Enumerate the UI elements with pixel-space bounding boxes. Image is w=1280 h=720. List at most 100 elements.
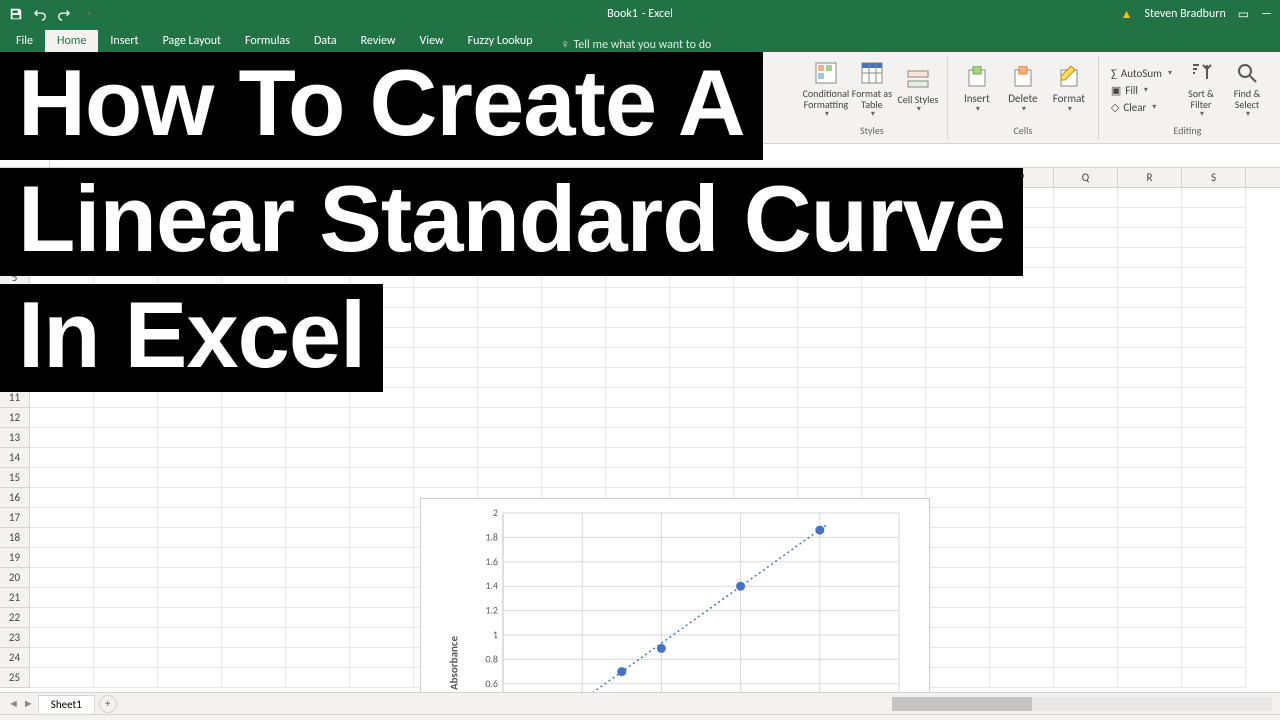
column-header[interactable]: J (606, 168, 670, 187)
add-sheet-button[interactable]: + (99, 695, 117, 713)
quick-access-toolbar (0, 6, 104, 22)
column-header[interactable]: A (30, 168, 94, 187)
clear-button[interactable]: ◇Clear (1107, 100, 1176, 115)
column-header[interactable]: D (222, 168, 286, 187)
column-header[interactable]: P (990, 168, 1054, 187)
column-header[interactable]: R (1118, 168, 1182, 187)
horizontal-scrollbar[interactable] (892, 697, 1272, 711)
svg-text:2: 2 (493, 507, 498, 519)
user-name[interactable]: Steven Bradburn (1145, 7, 1226, 21)
lightbulb-icon: ♀ (561, 37, 570, 52)
sort-filter-button[interactable]: Sort & Filter (1180, 58, 1222, 122)
redo-icon[interactable] (56, 6, 72, 22)
column-header[interactable]: N (862, 168, 926, 187)
doc-name: Book1 (607, 7, 638, 21)
scrollbar-thumb[interactable] (892, 697, 1032, 711)
row-header[interactable]: 13 (0, 428, 29, 448)
row-header[interactable]: 5 (0, 268, 29, 288)
ribbon: Conditional Formatting Format as Table C… (0, 52, 1280, 144)
column-header[interactable]: S (1182, 168, 1246, 187)
cell-styles-button[interactable]: Cell Styles (897, 58, 939, 122)
row-header[interactable]: 10 (0, 368, 29, 388)
conditional-formatting-button[interactable]: Conditional Formatting (805, 58, 847, 122)
ribbon-tab-insert[interactable]: Insert (98, 30, 150, 52)
row-header[interactable]: 23 (0, 628, 29, 648)
column-header[interactable]: H (478, 168, 542, 187)
fill-button[interactable]: ▣Fill (1107, 83, 1176, 98)
status-bar (0, 714, 1280, 720)
column-header[interactable]: O (926, 168, 990, 187)
save-icon[interactable] (8, 6, 24, 22)
undo-icon[interactable] (32, 6, 48, 22)
column-header[interactable]: E (286, 168, 350, 187)
row-header[interactable]: 17 (0, 508, 29, 528)
ribbon-tab-home[interactable]: Home (45, 30, 98, 52)
column-header[interactable]: F (350, 168, 414, 187)
select-all-corner[interactable] (0, 168, 30, 187)
sheet-nav-next-icon[interactable]: ► (23, 697, 34, 710)
format-as-table-button[interactable]: Format as Table (851, 58, 893, 122)
ribbon-tab-file[interactable]: File (4, 30, 45, 52)
svg-text:0.6: 0.6 (485, 677, 498, 690)
insert-cells-button[interactable]: Insert (956, 58, 998, 122)
column-header[interactable]: Q (1054, 168, 1118, 187)
qat-customize-icon[interactable] (80, 6, 96, 22)
row-header[interactable]: 18 (0, 528, 29, 548)
column-header[interactable]: C (158, 168, 222, 187)
sheet-tab-bar: ◄ ► Sheet1 + (0, 692, 1280, 714)
group-label-cells: Cells (1013, 124, 1032, 139)
row-header[interactable]: 12 (0, 408, 29, 428)
ribbon-group-editing: ∑AutoSum ▣Fill ◇Clear Sort & Filter Find… (1099, 56, 1276, 139)
row-header[interactable]: 22 (0, 608, 29, 628)
row-header[interactable]: 1 (0, 188, 29, 208)
svg-text:1.2: 1.2 (485, 604, 498, 617)
ribbon-tab-fuzzy-lookup[interactable]: Fuzzy Lookup (456, 30, 545, 52)
format-cells-button[interactable]: Format (1048, 58, 1090, 122)
row-header[interactable]: 20 (0, 568, 29, 588)
row-header[interactable]: 9 (0, 348, 29, 368)
ribbon-display-icon[interactable]: ▭ (1238, 7, 1249, 22)
ribbon-tab-page-layout[interactable]: Page Layout (151, 30, 233, 52)
row-header[interactable]: 8 (0, 328, 29, 348)
column-header[interactable]: K (670, 168, 734, 187)
sheet-tab-sheet1[interactable]: Sheet1 (38, 695, 95, 713)
ribbon-tab-data[interactable]: Data (302, 30, 349, 52)
ribbon-tab-formulas[interactable]: Formulas (233, 30, 302, 52)
tell-me-search[interactable]: ♀ Tell me what you want to do (561, 37, 712, 52)
ribbon-tab-review[interactable]: Review (349, 30, 408, 52)
column-header[interactable]: L (734, 168, 798, 187)
embedded-chart[interactable]: Absorbance 00.20.40.60.811.21.41.61.8205… (420, 498, 930, 692)
app-name: - Excel (642, 7, 673, 21)
sheet-nav-prev-icon[interactable]: ◄ (8, 697, 19, 710)
row-header[interactable]: 24 (0, 648, 29, 668)
group-label-editing: Editing (1174, 124, 1202, 139)
find-select-button[interactable]: Find & Select (1226, 58, 1268, 122)
column-header[interactable]: G (414, 168, 478, 187)
row-header[interactable]: 11 (0, 388, 29, 408)
group-label-styles: Styles (860, 124, 884, 139)
row-header[interactable]: 2 (0, 208, 29, 228)
row-header[interactable]: 6 (0, 288, 29, 308)
fx-icon[interactable]: fx (50, 149, 71, 163)
spreadsheet-grid[interactable]: ABCDEFGHIJKLMNOPQRS 12345678910111213141… (0, 168, 1280, 692)
row-header[interactable]: 3 (0, 228, 29, 248)
ribbon-tab-view[interactable]: View (408, 30, 456, 52)
column-header[interactable]: B (94, 168, 158, 187)
row-header[interactable]: 14 (0, 448, 29, 468)
svg-text:1.8: 1.8 (485, 530, 498, 543)
minimize-icon[interactable]: — (1261, 7, 1272, 21)
row-header[interactable]: 7 (0, 308, 29, 328)
svg-text:1.4: 1.4 (485, 579, 498, 592)
delete-cells-button[interactable]: Delete (1002, 58, 1044, 122)
row-header[interactable]: 15 (0, 468, 29, 488)
column-header[interactable]: I (542, 168, 606, 187)
row-header[interactable]: 21 (0, 588, 29, 608)
titlebar: Book1 - Excel ▲ Steven Bradburn ▭ — (0, 0, 1280, 28)
row-header[interactable]: 4 (0, 248, 29, 268)
row-header[interactable]: 16 (0, 488, 29, 508)
autosum-button[interactable]: ∑AutoSum (1107, 66, 1176, 81)
row-header[interactable]: 19 (0, 548, 29, 568)
column-header[interactable]: M (798, 168, 862, 187)
row-header[interactable]: 25 (0, 668, 29, 688)
name-box[interactable] (0, 144, 50, 167)
